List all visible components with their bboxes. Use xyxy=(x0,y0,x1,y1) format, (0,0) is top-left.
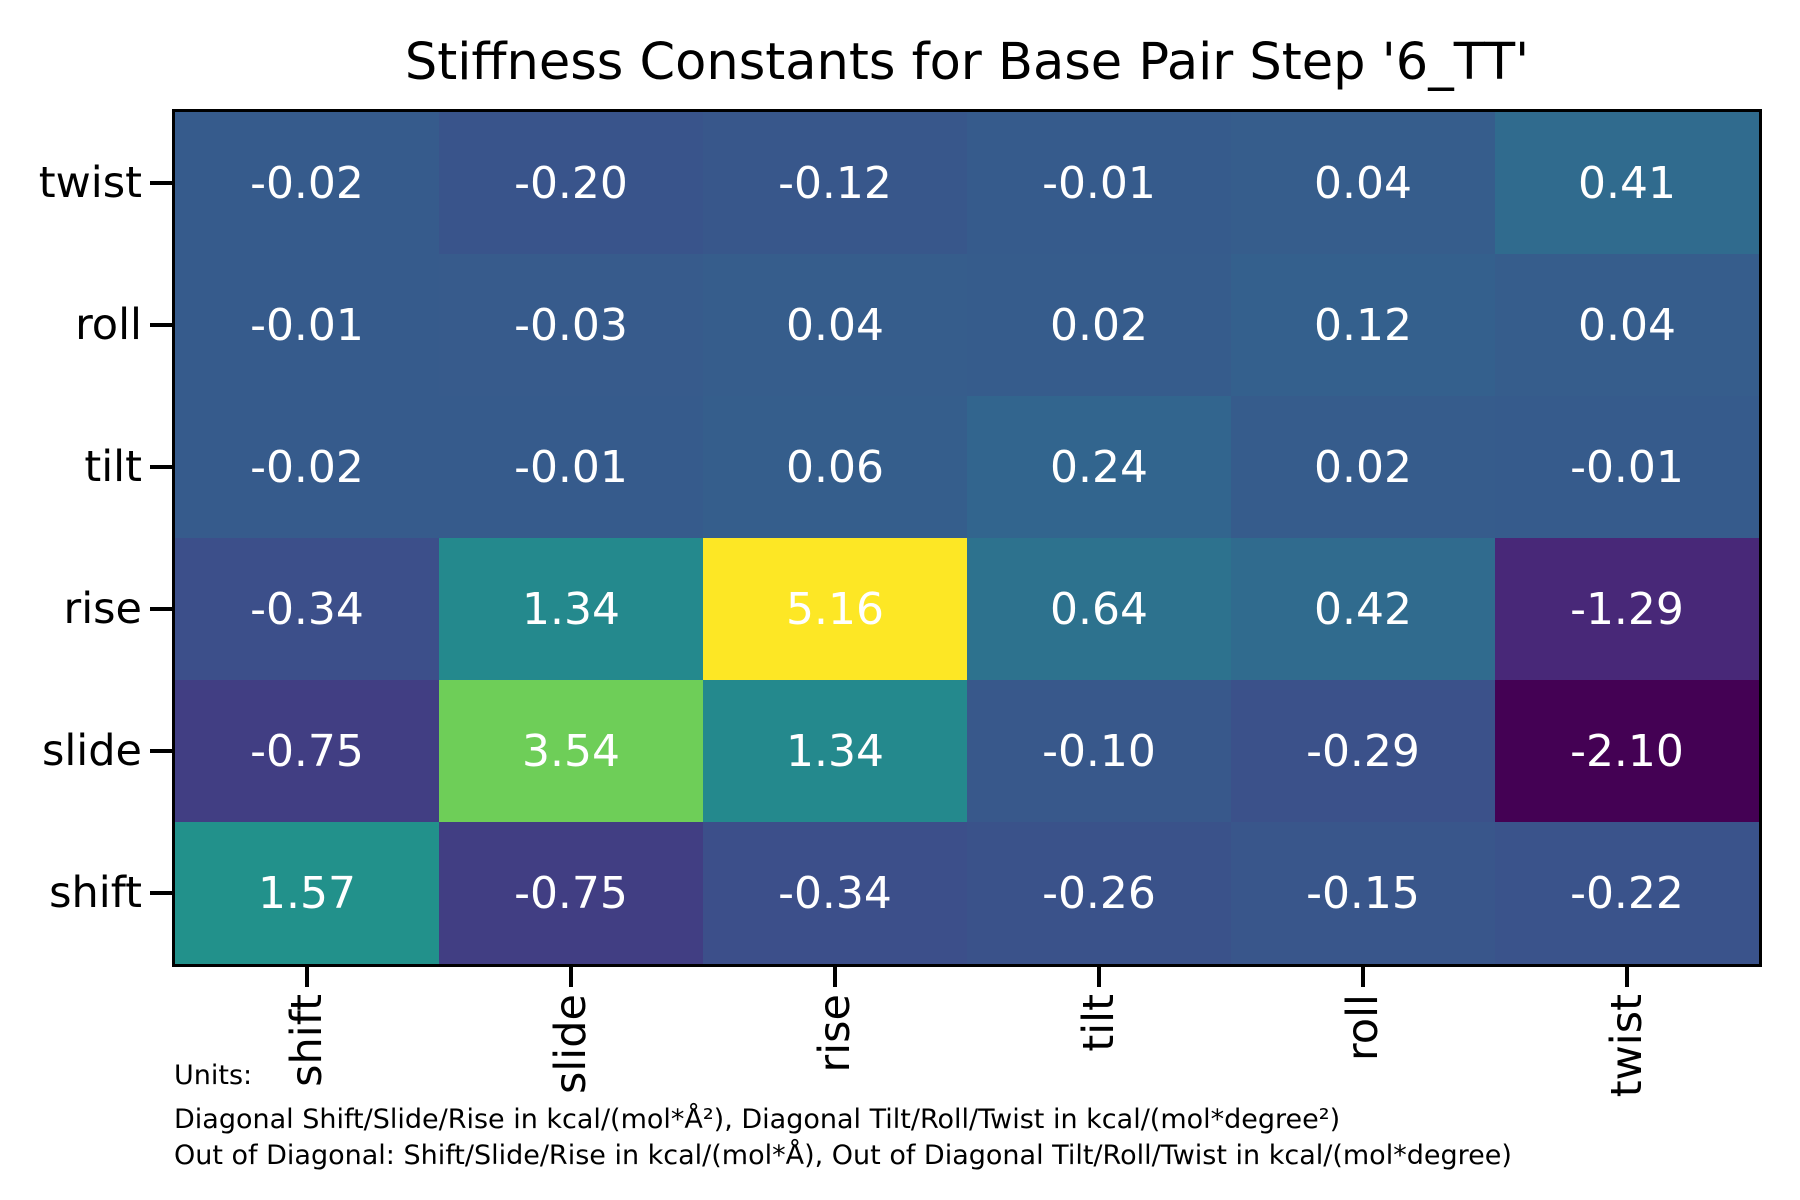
heatmap-cell: 1.34 xyxy=(439,538,703,680)
y-tick-label: roll xyxy=(75,300,142,350)
x-axis-tick xyxy=(833,967,837,987)
heatmap-cell: 0.02 xyxy=(967,254,1231,396)
heatmap-cell: -0.34 xyxy=(175,538,439,680)
heatmap-cell: -0.12 xyxy=(703,112,967,254)
heatmap-cell: 0.41 xyxy=(1495,112,1759,254)
x-axis-tick xyxy=(1097,967,1101,987)
heatmap-cell: -0.75 xyxy=(175,680,439,822)
units-label: Units: xyxy=(174,1060,253,1091)
heatmap-cell: -1.29 xyxy=(1495,538,1759,680)
heatmap-cell: -0.34 xyxy=(703,822,967,964)
heatmap-cell: 0.04 xyxy=(1495,254,1759,396)
heatmap-cell: -0.26 xyxy=(967,822,1231,964)
units-diagonal-text: Diagonal Shift/Slide/Rise in kcal/(mol*Å… xyxy=(174,1104,1341,1135)
heatmap-cell: -0.02 xyxy=(175,396,439,538)
heatmap-cell: 3.54 xyxy=(439,680,703,822)
heatmap-cell: 1.34 xyxy=(703,680,967,822)
x-tick-label: rise xyxy=(810,994,860,1073)
y-axis-tick xyxy=(150,749,172,753)
x-tick-label: tilt xyxy=(1074,994,1124,1052)
y-axis-tick xyxy=(150,181,172,185)
y-tick-label: rise xyxy=(63,584,142,634)
heatmap-cell: -0.22 xyxy=(1495,822,1759,964)
y-axis-tick xyxy=(150,891,172,895)
units-offdiagonal-text: Out of Diagonal: Shift/Slide/Rise in kca… xyxy=(174,1140,1512,1171)
heatmap-cell: 0.06 xyxy=(703,396,967,538)
y-tick-label: shift xyxy=(49,868,142,918)
heatmap-cell: 0.42 xyxy=(1231,538,1495,680)
x-tick-label: shift xyxy=(282,994,332,1087)
heatmap-cell: -0.03 xyxy=(439,254,703,396)
heatmap-cell: 0.04 xyxy=(1231,112,1495,254)
heatmap-cell: -0.20 xyxy=(439,112,703,254)
x-axis-tick xyxy=(1625,967,1629,987)
heatmap-cell: -2.10 xyxy=(1495,680,1759,822)
heatmap-cell: -0.15 xyxy=(1231,822,1495,964)
heatmap-cell: 0.12 xyxy=(1231,254,1495,396)
heatmap-cell: 5.16 xyxy=(703,538,967,680)
x-tick-label: roll xyxy=(1338,994,1388,1061)
heatmap-cell: 0.02 xyxy=(1231,396,1495,538)
heatmap-cell: -0.29 xyxy=(1231,680,1495,822)
y-tick-label: slide xyxy=(41,726,142,776)
x-axis-tick xyxy=(305,967,309,987)
heatmap-cell: 1.57 xyxy=(175,822,439,964)
heatmap-cell: 0.04 xyxy=(703,254,967,396)
heatmap-cell: -0.75 xyxy=(439,822,703,964)
y-axis-tick xyxy=(150,607,172,611)
x-axis-tick xyxy=(1361,967,1365,987)
heatmap-cell: 0.24 xyxy=(967,396,1231,538)
heatmap-cell: -0.01 xyxy=(967,112,1231,254)
heatmap-cell: -0.02 xyxy=(175,112,439,254)
x-tick-label: slide xyxy=(546,994,596,1095)
y-tick-label: twist xyxy=(38,158,142,208)
chart-title: Stiffness Constants for Base Pair Step '… xyxy=(404,33,1530,92)
x-axis-tick xyxy=(569,967,573,987)
heatmap: -0.02 -0.20 -0.12 -0.01 0.04 0.41 -0.01 -0.03 0.… xyxy=(172,109,1762,967)
y-tick-label: tilt xyxy=(84,442,142,492)
heatmap-cell: 0.64 xyxy=(967,538,1231,680)
y-axis-tick xyxy=(150,465,172,469)
heatmap-cell: -0.10 xyxy=(967,680,1231,822)
heatmap-cell: -0.01 xyxy=(439,396,703,538)
heatmap-cell: -0.01 xyxy=(1495,396,1759,538)
heatmap-cell: -0.01 xyxy=(175,254,439,396)
y-axis-tick xyxy=(150,323,172,327)
x-tick-label: twist xyxy=(1602,994,1652,1098)
